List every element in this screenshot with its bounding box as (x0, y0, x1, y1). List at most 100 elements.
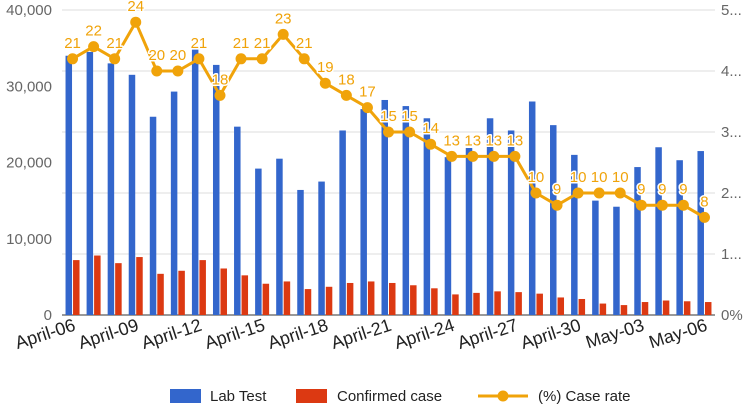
case-rate-data-label: 13 (443, 132, 460, 149)
case-rate-data-label: 9 (658, 181, 666, 198)
case-rate-point (593, 187, 605, 199)
confirmed-case-bar (494, 291, 501, 315)
case-rate-point (425, 138, 437, 150)
lab-test-bar (276, 158, 283, 315)
confirmed-case-bar (199, 260, 206, 315)
legend-label-case-rate: (%) Case rate (538, 388, 631, 405)
confirmed-case-bar (367, 281, 375, 315)
case-rate-data-label: 9 (637, 181, 645, 198)
case-rate-data-label: 15 (401, 108, 418, 125)
x-tick-label: April-27 (455, 315, 520, 353)
case-rate-point (656, 199, 668, 211)
case-rate-data-label: 19 (317, 59, 334, 76)
legend-swatch-confirmed-case (296, 389, 327, 403)
confirmed-case-bar (94, 255, 101, 315)
case-rate-point (530, 187, 542, 199)
confirmed-case-bar (136, 257, 143, 315)
case-rate-point (172, 65, 184, 77)
right-tick-label: 5... (721, 2, 742, 19)
lab-test-bar (212, 64, 220, 316)
lab-test-bar (170, 91, 178, 316)
lab-test-bar (107, 63, 115, 315)
confirmed-case-bar (410, 285, 417, 315)
case-rate-line (67, 16, 710, 223)
confirmed-case-bar (599, 303, 607, 315)
right-tick-label: 0% (721, 307, 743, 324)
left-tick-label: 30,000 (6, 78, 52, 95)
lab-test-bar (571, 154, 578, 315)
x-tick-label: May-03 (583, 315, 646, 353)
confirmed-case-bar (431, 288, 438, 315)
case-rate-data-label: 18 (212, 71, 229, 88)
case-rate-point (572, 187, 584, 199)
left-tick-label: 10,000 (6, 231, 52, 248)
confirmed-case-bar (283, 281, 291, 315)
right-tick-label: 1... (721, 246, 742, 263)
x-tick-label: April-09 (76, 315, 141, 353)
legend-marker-case-rate (497, 390, 509, 402)
confirmed-case-bar (262, 283, 270, 315)
confirmed-case-bar (473, 292, 480, 315)
case-rate-point (635, 199, 647, 211)
confirmed-case-bar (662, 300, 670, 315)
case-rate-point (67, 53, 79, 65)
lab-test-bar (423, 118, 431, 316)
lab-test-bar (234, 126, 241, 315)
case-rate-point (677, 199, 689, 211)
case-rate-data-label: 13 (507, 132, 524, 149)
lab-test-bar (255, 168, 262, 315)
lab-test-bar (486, 118, 494, 316)
x-tick-label: April-30 (518, 315, 583, 353)
left-tick-label: 40,000 (6, 2, 52, 19)
x-tick-label: April-12 (139, 315, 204, 353)
legend-swatch-lab-test (170, 389, 201, 403)
case-rate-point (467, 150, 479, 162)
case-rate-data-label: 21 (254, 35, 271, 52)
case-rate-data-label: 13 (485, 132, 502, 149)
lab-test-bar (318, 181, 325, 315)
confirmed-case-bar (157, 273, 164, 315)
case-rate-data-label: 10 (570, 169, 587, 186)
case-rate-data-label: 13 (464, 132, 481, 149)
confirmed-case-bar (115, 263, 122, 315)
right-axis-ticks: 0% 1... 2... 3... 4... 5... (721, 2, 743, 324)
lab-test-bar (613, 206, 620, 315)
confirmed-case-bar (220, 268, 227, 315)
case-rate-point (256, 53, 268, 65)
case-rate-point (340, 89, 352, 101)
lab-test-bar (465, 148, 473, 315)
case-rate-data-label: 21 (296, 35, 313, 52)
x-tick-label: April-15 (202, 315, 267, 353)
case-rate-data-label: 18 (338, 71, 355, 88)
case-rate-data-label: 21 (191, 35, 208, 52)
case-rate-point (277, 28, 289, 40)
case-rate-data-label: 22 (85, 23, 102, 40)
legend-label-confirmed-case: Confirmed case (337, 388, 442, 405)
case-rate-data-label: 10 (612, 169, 629, 186)
case-rate-point (614, 187, 626, 199)
lab-test-bar (676, 160, 683, 315)
lab-test-bar (697, 151, 704, 315)
lab-test-bar (634, 167, 641, 315)
case-rate-data-label: 9 (679, 181, 687, 198)
case-rate-data-label: 14 (422, 120, 439, 137)
legend-label-lab-test: Lab Test (210, 388, 267, 405)
case-rate-point (151, 65, 163, 77)
case-rate-data-label: 8 (700, 193, 708, 210)
case-rate-data-label: 20 (170, 47, 187, 64)
case-rate-data-label: 21 (106, 35, 123, 52)
lab-test-bar (444, 157, 452, 315)
confirmed-case-bar (704, 302, 712, 315)
confirmed-case-bar (536, 293, 543, 315)
case-rate-point (214, 89, 226, 101)
case-rate-data-label: 20 (148, 47, 165, 64)
x-tick-label: April-21 (329, 315, 394, 353)
left-tick-label: 20,000 (6, 155, 52, 172)
case-rate-data-label: 21 (233, 35, 250, 52)
bar-series (65, 49, 712, 316)
lab-test-bar (149, 116, 157, 315)
right-tick-label: 4... (721, 63, 742, 80)
confirmed-case-bar (73, 260, 80, 315)
case-rate-point (193, 53, 205, 65)
